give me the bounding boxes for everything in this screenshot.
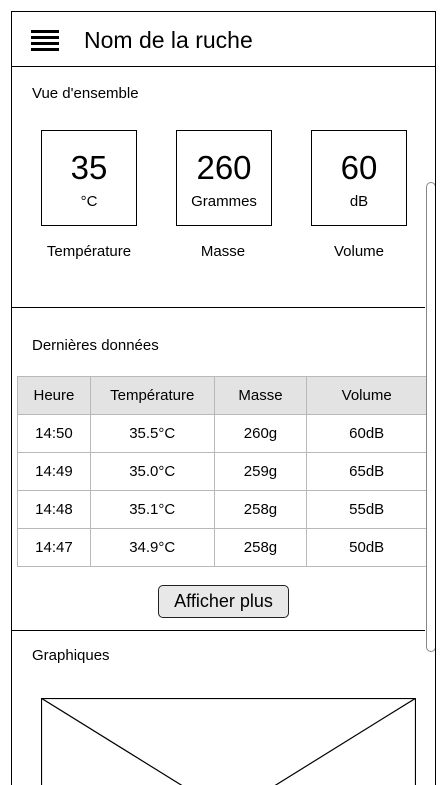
table-row: 14:48 35.1°C 258g 55dB <box>17 490 427 529</box>
cell-temperature: 34.9°C <box>89 528 215 567</box>
column-header-time: Heure <box>17 376 91 415</box>
temperature-label: Température <box>46 243 132 260</box>
app-header: Nom de la ruche <box>12 12 435 67</box>
page-title: Nom de la ruche <box>84 27 253 53</box>
volume-unit: dB <box>349 193 369 210</box>
column-header-temperature: Température <box>89 376 215 415</box>
latest-data-table: Heure Température Masse Volume 14:50 35.… <box>17 376 427 567</box>
cell-mass: 258g <box>213 528 308 567</box>
overview-section: Vue d'ensemble 35 °C Température 260 Gra… <box>12 67 425 308</box>
show-more-button[interactable]: Afficher plus <box>158 585 289 618</box>
charts-title: Graphiques <box>32 647 110 664</box>
table-row: 14:49 35.0°C 259g 65dB <box>17 452 427 491</box>
cell-time: 14:49 <box>17 452 91 491</box>
cell-temperature: 35.1°C <box>89 490 215 529</box>
cell-volume: 65dB <box>306 452 427 491</box>
cell-volume: 55dB <box>306 490 427 529</box>
cell-volume: 50dB <box>306 528 427 567</box>
table-row: 14:47 34.9°C 258g 50dB <box>17 528 427 567</box>
latest-data-section: Dernières données Heure Température Mass… <box>12 308 427 631</box>
table-row: 14:50 35.5°C 260g 60dB <box>17 414 427 453</box>
mass-card: 260 Grammes <box>176 130 272 226</box>
cell-time: 14:50 <box>17 414 91 453</box>
mass-value: 260 <box>196 149 252 186</box>
temperature-card: 35 °C <box>41 130 137 226</box>
volume-value: 60 <box>340 149 378 186</box>
image-placeholder-icon <box>41 698 416 785</box>
hamburger-menu-icon[interactable] <box>31 30 59 52</box>
cell-mass: 260g <box>213 414 308 453</box>
table-header-row: Heure Température Masse Volume <box>17 376 427 415</box>
cell-volume: 60dB <box>306 414 427 453</box>
volume-label: Volume <box>333 243 385 260</box>
temperature-value: 35 <box>70 149 108 186</box>
cell-time: 14:48 <box>17 490 91 529</box>
latest-data-title: Dernières données <box>32 337 159 354</box>
cell-mass: 258g <box>213 490 308 529</box>
cell-temperature: 35.0°C <box>89 452 215 491</box>
app-frame: Nom de la ruche Vue d'ensemble 35 °C Tem… <box>11 11 436 785</box>
cell-time: 14:47 <box>17 528 91 567</box>
mass-label: Masse <box>200 243 246 260</box>
charts-section: Graphiques <box>12 631 425 785</box>
overview-title: Vue d'ensemble <box>32 85 139 102</box>
cell-mass: 259g <box>213 452 308 491</box>
temperature-unit: °C <box>80 193 98 210</box>
column-header-mass: Masse <box>213 376 308 415</box>
scrollbar-thumb[interactable] <box>426 182 435 652</box>
cell-temperature: 35.5°C <box>89 414 215 453</box>
mass-unit: Grammes <box>191 193 257 210</box>
column-header-volume: Volume <box>306 376 427 415</box>
volume-card: 60 dB <box>311 130 407 226</box>
